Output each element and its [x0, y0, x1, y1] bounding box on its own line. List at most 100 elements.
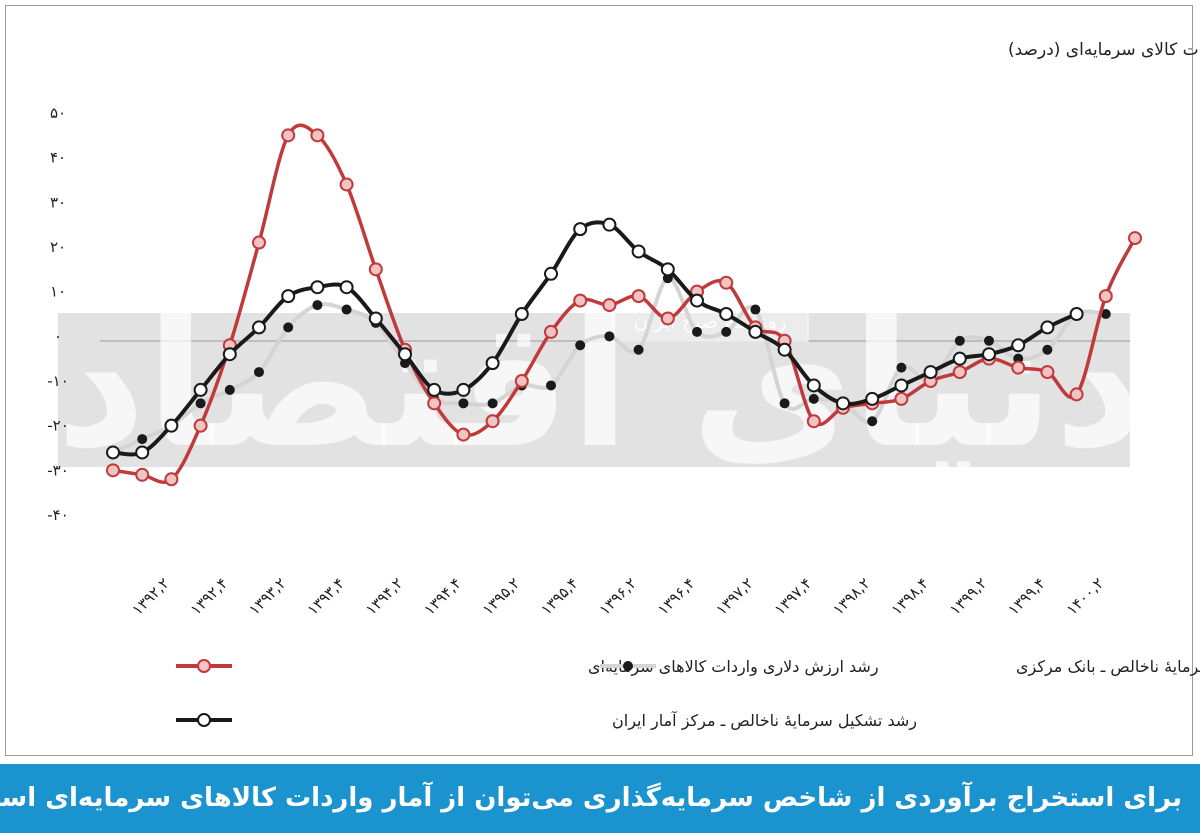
watermark-logo: دنیای اقتصاد: [56, 284, 1144, 487]
data-point-sci: [427, 382, 442, 397]
data-point-imports: [427, 396, 442, 411]
data-point-imports: [456, 427, 471, 442]
data-point-imports: [719, 275, 734, 290]
x-tick-label: ۱۳۹۴,۲: [362, 574, 407, 619]
data-point-cbi: [808, 393, 819, 404]
data-point-sci: [952, 351, 967, 366]
data-point-imports: [310, 128, 325, 143]
x-tick-label: ۱۳۹۷,۲: [712, 574, 757, 619]
x-tick-label: ۱۳۹۳,۲: [245, 574, 290, 619]
data-point-cbi: [750, 304, 761, 315]
x-tick-label: ۱۳۹۸,۴: [888, 574, 933, 619]
data-point-imports: [339, 177, 354, 192]
data-point-imports: [281, 128, 296, 143]
data-point-sci: [281, 289, 296, 304]
legend-marker-cbi-dot: [623, 661, 633, 671]
chart: دنیای اقتصاد روزنامه صبح ایران مقایسهٔ ر…: [47, 40, 1200, 731]
data-point-cbi: [137, 434, 148, 445]
data-point-imports: [1069, 387, 1084, 402]
x-tick-label: ۱۳۹۵,۴: [537, 574, 582, 619]
legend-label-imports: رشد ارزش دلاری واردات کالاهای سرمایه‌ای: [588, 657, 879, 677]
data-point-sci: [193, 382, 208, 397]
x-tick-label: ۱۳۹۴,۴: [420, 574, 465, 619]
data-point-cbi: [896, 362, 907, 373]
data-point-sci: [222, 347, 237, 362]
x-tick-label: ۱۳۹۲,۲: [128, 574, 173, 619]
x-axis: ۱۳۹۲,۲ ۱۳۹۲,۴ ۱۳۹۳,۲ ۱۳۹۳,۴ ۱۳۹۴,۲ ۱۳۹۴,۴ ۱۳۹۵…: [128, 574, 1107, 619]
data-point-sci: [806, 378, 821, 393]
data-point-cbi: [954, 335, 965, 346]
data-point-imports: [544, 324, 558, 339]
y-tick-label: -۳۰: [47, 461, 69, 479]
data-point-cbi: [721, 326, 732, 337]
y-tick-label: ۲۰: [50, 238, 66, 256]
data-point-imports: [660, 311, 675, 326]
y-tick-label: ۵۰: [50, 104, 66, 122]
data-point-cbi: [575, 340, 586, 351]
data-point-imports: [164, 472, 179, 487]
x-tick-label: ۱۳۹۹,۴: [1004, 574, 1049, 619]
data-point-imports: [135, 467, 150, 482]
data-point-sci: [982, 347, 996, 362]
x-tick-label: ۱۳۹۹,۲: [946, 574, 991, 619]
y-axis: ۵۰ ۴۰ ۳۰ ۲۰ ۱۰ ۰ -۱۰ -۲۰ -۳۰ -۴۰: [47, 104, 69, 524]
data-point-imports: [894, 391, 909, 406]
data-point-sci: [777, 342, 792, 357]
data-point-sci: [485, 356, 500, 371]
data-point-imports: [1128, 231, 1142, 246]
data-point-sci: [748, 324, 763, 339]
legend-marker-imports-dot: [197, 659, 211, 673]
data-point-sci: [106, 445, 120, 460]
data-point-imports: [631, 289, 646, 304]
data-point-cbi: [487, 398, 498, 409]
data-point-imports: [1040, 365, 1055, 380]
legend-label-sci: رشد تشکیل سرمایهٔ ناخالص ـ مرکز آمار ایر…: [612, 711, 917, 731]
legend-marker-sci-dot: [197, 713, 211, 727]
data-point-sci: [164, 418, 179, 433]
y-tick-label: -۴۰: [47, 506, 69, 524]
x-tick-label: ۱۳۹۵,۲: [479, 574, 524, 619]
data-point-imports: [514, 374, 529, 388]
y-tick-label: -۱۰: [47, 372, 69, 390]
data-point-cbi: [867, 416, 878, 427]
data-point-cbi: [254, 367, 264, 378]
data-point-imports: [1011, 360, 1026, 375]
data-point-sci: [690, 293, 704, 308]
data-point-cbi: [1100, 309, 1111, 319]
y-tick-label: ۰: [54, 327, 62, 345]
data-point-sci: [398, 347, 412, 362]
data-point-cbi: [692, 326, 702, 337]
data-point-sci: [135, 445, 150, 460]
data-point-imports: [1098, 289, 1113, 304]
y-tick-label: ۳۰: [50, 193, 66, 211]
data-point-imports: [193, 418, 208, 433]
data-point-cbi: [546, 380, 556, 391]
data-point-sci: [252, 320, 266, 335]
y-tick-label: ۱۰: [50, 283, 66, 301]
legend: رشد ارزش دلاری واردات کالاهای سرمایه‌ای …: [176, 657, 1200, 731]
data-point-cbi: [633, 344, 644, 355]
data-point-imports: [368, 262, 383, 277]
data-point-sci: [1011, 338, 1026, 353]
data-point-sci: [339, 280, 354, 295]
data-point-cbi: [341, 304, 352, 315]
series-layer: [106, 123, 1142, 487]
legend-label-cbi: رشد تشکیل سرمایهٔ ناخالص ـ بانک مرکزی: [1016, 657, 1200, 677]
data-point-sci: [1069, 307, 1084, 321]
data-point-imports: [806, 414, 821, 429]
data-point-cbi: [195, 398, 206, 409]
data-point-imports: [952, 365, 967, 380]
x-tick-label: ۱۳۹۳,۴: [304, 574, 349, 619]
x-tick-label: ۱۴۰۰,۲: [1063, 574, 1108, 619]
data-point-imports: [602, 298, 617, 313]
data-point-sci: [310, 280, 325, 295]
data-point-sci: [1040, 320, 1055, 335]
x-tick-label: ۱۳۹۲,۴: [187, 574, 232, 619]
data-point-imports: [485, 414, 500, 429]
data-point-cbi: [779, 398, 790, 409]
data-point-sci: [865, 391, 880, 406]
data-point-sci: [368, 311, 383, 326]
x-tick-label: ۱۳۹۶,۴: [654, 574, 699, 619]
data-point-sci: [660, 262, 675, 277]
data-point-imports: [573, 293, 588, 308]
